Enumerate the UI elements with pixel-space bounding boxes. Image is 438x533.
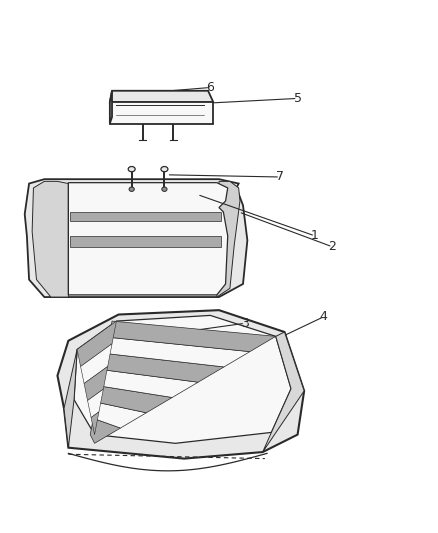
Polygon shape [102, 353, 224, 382]
Text: 6: 6 [206, 81, 214, 94]
Text: 7: 7 [276, 171, 284, 183]
Polygon shape [88, 389, 103, 417]
Text: 3: 3 [241, 317, 249, 330]
Polygon shape [70, 236, 221, 247]
Text: 2: 2 [328, 240, 336, 253]
Polygon shape [263, 332, 304, 452]
Polygon shape [74, 316, 291, 443]
Ellipse shape [128, 166, 135, 172]
Polygon shape [64, 350, 77, 448]
Polygon shape [110, 102, 213, 124]
Text: 4: 4 [320, 310, 328, 323]
Polygon shape [217, 181, 240, 297]
Polygon shape [93, 402, 146, 428]
Polygon shape [91, 412, 99, 434]
Polygon shape [109, 321, 276, 352]
Polygon shape [57, 310, 304, 458]
Polygon shape [90, 418, 120, 443]
Polygon shape [106, 337, 250, 367]
Polygon shape [110, 91, 213, 102]
Polygon shape [25, 179, 247, 297]
Polygon shape [84, 367, 108, 400]
Text: 5: 5 [293, 92, 302, 105]
Polygon shape [70, 212, 221, 221]
Polygon shape [96, 386, 172, 413]
Polygon shape [110, 91, 112, 124]
Polygon shape [99, 370, 198, 398]
Text: 1: 1 [311, 229, 319, 243]
Ellipse shape [162, 187, 167, 191]
Polygon shape [32, 181, 68, 297]
Polygon shape [81, 344, 112, 384]
Polygon shape [77, 321, 117, 367]
Ellipse shape [161, 166, 168, 172]
Ellipse shape [129, 187, 134, 191]
Polygon shape [68, 183, 228, 295]
